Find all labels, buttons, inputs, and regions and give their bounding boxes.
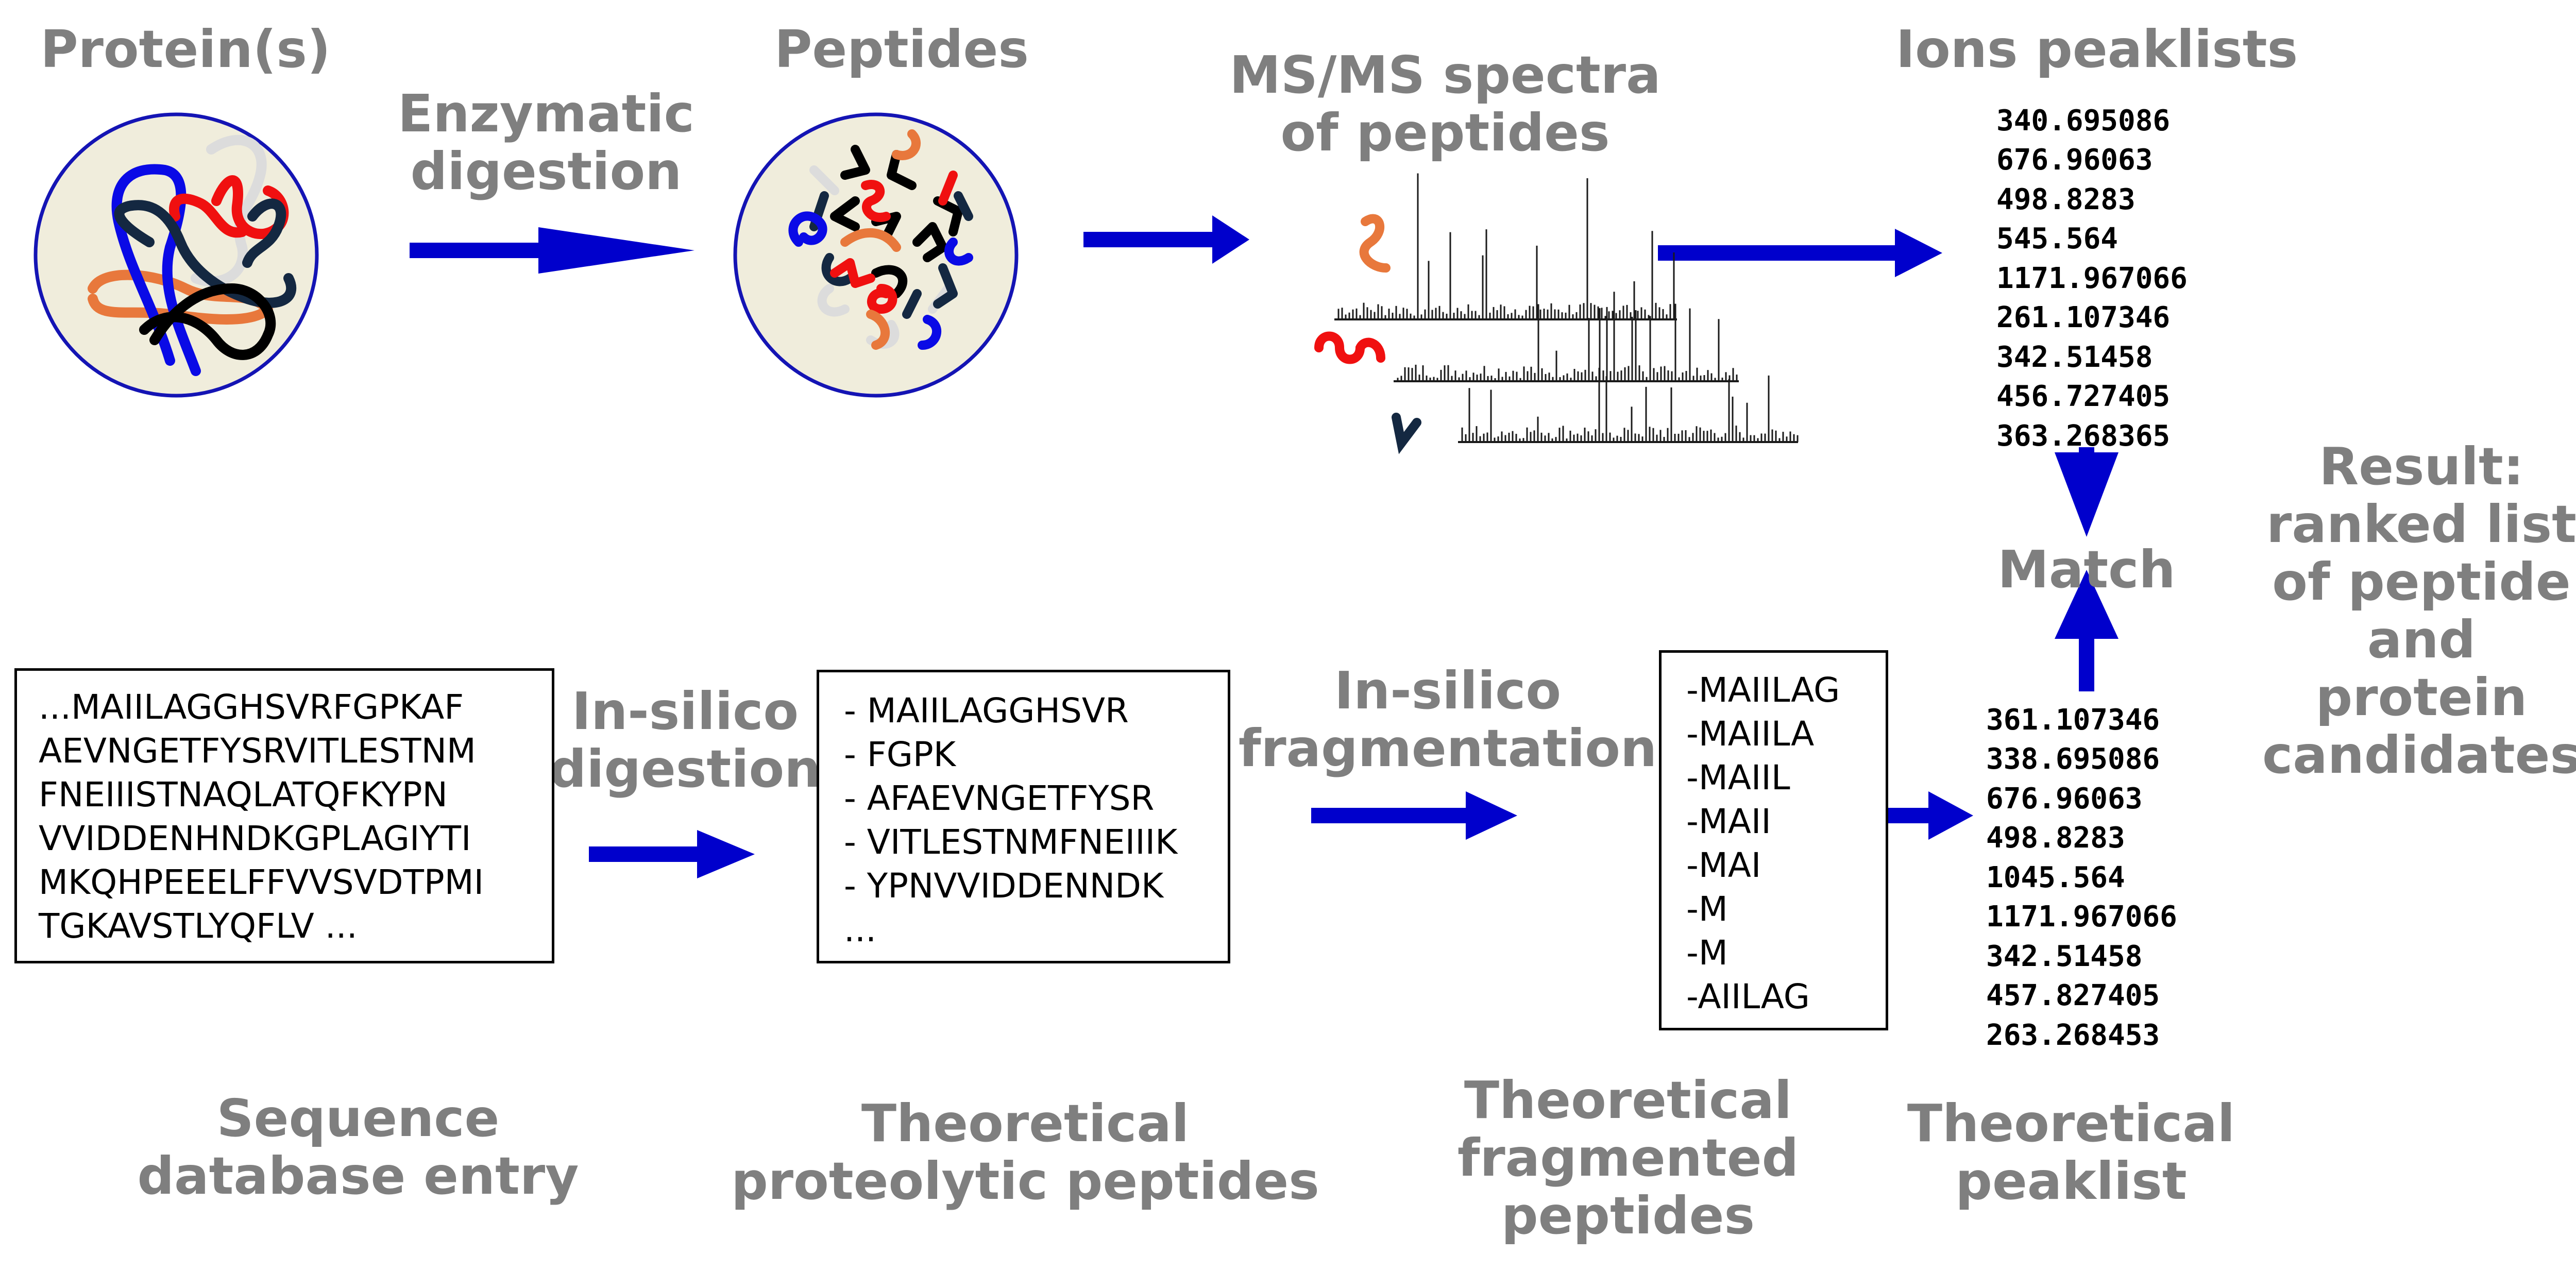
fragment-line: -M [1686, 933, 1728, 973]
arrow-to-peaklist [1658, 229, 1942, 277]
peak-value: 263.268453 [1986, 1019, 2160, 1052]
peak-value: 456.727405 [1996, 380, 2171, 413]
sequence-entry-box: ...MAIILAGGHSVRFGPKAF AEVNGETFYSRVITLEST… [14, 668, 554, 963]
fragment-red [830, 171, 958, 314]
strand-navy [114, 200, 297, 308]
proteolytic-peptides-box: - MAIILAGGHSVR - FGPK - AFAEVNGETFYSR - … [817, 670, 1230, 963]
label-sequence-db-entry: Sequence database entry [137, 1088, 579, 1206]
label-enzymatic-digestion: Enzymatic digestion [398, 83, 694, 201]
peak-value: 457.827405 [1986, 979, 2160, 1012]
peptide-line: - FGPK [844, 735, 956, 774]
peptide-line: - YPNVVIDDENNDK [844, 866, 1164, 906]
arrow-up-to-match [2055, 570, 2119, 691]
fragment-line: -MAIILA [1686, 714, 1815, 754]
arrow-insilico-digestion [589, 830, 755, 878]
label-insilico-digestion: In-silico digestion [549, 681, 821, 799]
arrow-insilico-fragmentation [1311, 791, 1517, 840]
peak-value: 1045.564 [1986, 861, 2125, 894]
protein-circle [33, 112, 319, 398]
label-proteins: Protein(s) [40, 19, 331, 79]
label-peptides: Peptides [774, 19, 1029, 79]
fragment-line: -AIILAG [1686, 977, 1810, 1016]
peak-value: 363.268365 [1996, 419, 2171, 453]
arrow-enzymatic-digestion [410, 227, 694, 274]
label-ions-peaklists: Ions peaklists [1895, 19, 2298, 79]
peptide-line: - VITLESTNMFNEIIIK [844, 822, 1178, 862]
fragment-line: -MAII [1686, 802, 1771, 841]
label-result: Result: ranked list of peptide and prote… [2262, 436, 2576, 785]
fragment-line: -M [1686, 889, 1728, 929]
peak-value: 1171.967066 [1986, 900, 2177, 934]
peak-value: 261.107346 [1996, 301, 2171, 334]
peak-value: 340.695086 [1996, 104, 2171, 138]
strand-pale [191, 134, 267, 287]
label-msms-spectra: MS/MS spectra of peptides [1229, 45, 1661, 163]
strand-black [139, 283, 276, 360]
peak-value: 342.51458 [1996, 341, 2153, 374]
fragment-line: -MAIILAG [1686, 670, 1840, 710]
peptides-illustration [733, 112, 1019, 398]
fragment-line: -MAIIL [1686, 758, 1790, 798]
peak-value: 498.8283 [1996, 183, 2136, 216]
sequence-line: AEVNGETFYSRVITLESTNM [39, 731, 476, 771]
protein-illustration [33, 112, 319, 398]
arrow-to-spectra [1083, 215, 1249, 264]
peak-value: 1171.967066 [1996, 262, 2188, 295]
fragment-blue [788, 211, 973, 350]
label-insilico-fragmentation: In-silico fragmentation [1238, 660, 1657, 778]
sequence-line: VVIDDENHNDKGPLAGIYTI [39, 819, 471, 858]
label-match: Match [1997, 539, 2176, 600]
strand-blue [111, 164, 201, 376]
peak-value: 342.51458 [1986, 940, 2143, 973]
peptides-circle [733, 112, 1019, 398]
peptide-line: ... [844, 910, 876, 950]
fragment-black [830, 145, 963, 298]
peptide-line: - AFAEVNGETFYSR [844, 778, 1155, 818]
label-theoretical-proteolytic: Theoretical proteolytic peptides [731, 1093, 1319, 1211]
peak-value: 676.96063 [1996, 143, 2153, 177]
sequence-line: MKQHPEEELFFVVSVDTPMI [39, 862, 484, 902]
arrow-down-to-match [2055, 447, 2119, 537]
peak-value: 361.107346 [1986, 703, 2160, 737]
sequence-line: ...MAIILAGGHSVRFGPKAF [39, 687, 464, 727]
spectrum-peptide-red [1314, 331, 1385, 364]
msms-spectra [1314, 173, 1799, 454]
fragment-orange [840, 129, 921, 350]
strand-navy-2 [242, 198, 286, 268]
label-theoretical-fragmented: Theoretical fragmented peptides [1457, 1070, 1799, 1246]
peak-value: 338.695086 [1986, 742, 2160, 776]
fragment-navy [809, 191, 973, 319]
spectrum-peptide-orange [1359, 214, 1391, 273]
peptide-line: - MAIILAGGHSVR [844, 691, 1129, 731]
peak-value: 498.8283 [1986, 821, 2125, 855]
fragment-line: -MAI [1686, 845, 1761, 885]
fragment-pale [809, 165, 953, 349]
label-theoretical-peaklist: Theoretical peaklist [1907, 1093, 2235, 1211]
peak-value: 676.96063 [1986, 782, 2143, 816]
sequence-line: TGKAVSTLYQFLV ... [39, 906, 358, 946]
sequence-line: FNEIIISTNAQLATQFKYPN [39, 775, 448, 815]
spectrum-peptide-navy [1392, 413, 1421, 454]
fragmented-peptides-box: -MAIILAG -MAIILA -MAIIL -MAII -MAI -M -M… [1659, 650, 1888, 1030]
arrows [410, 215, 2119, 878]
peak-value: 545.564 [1996, 222, 2119, 256]
